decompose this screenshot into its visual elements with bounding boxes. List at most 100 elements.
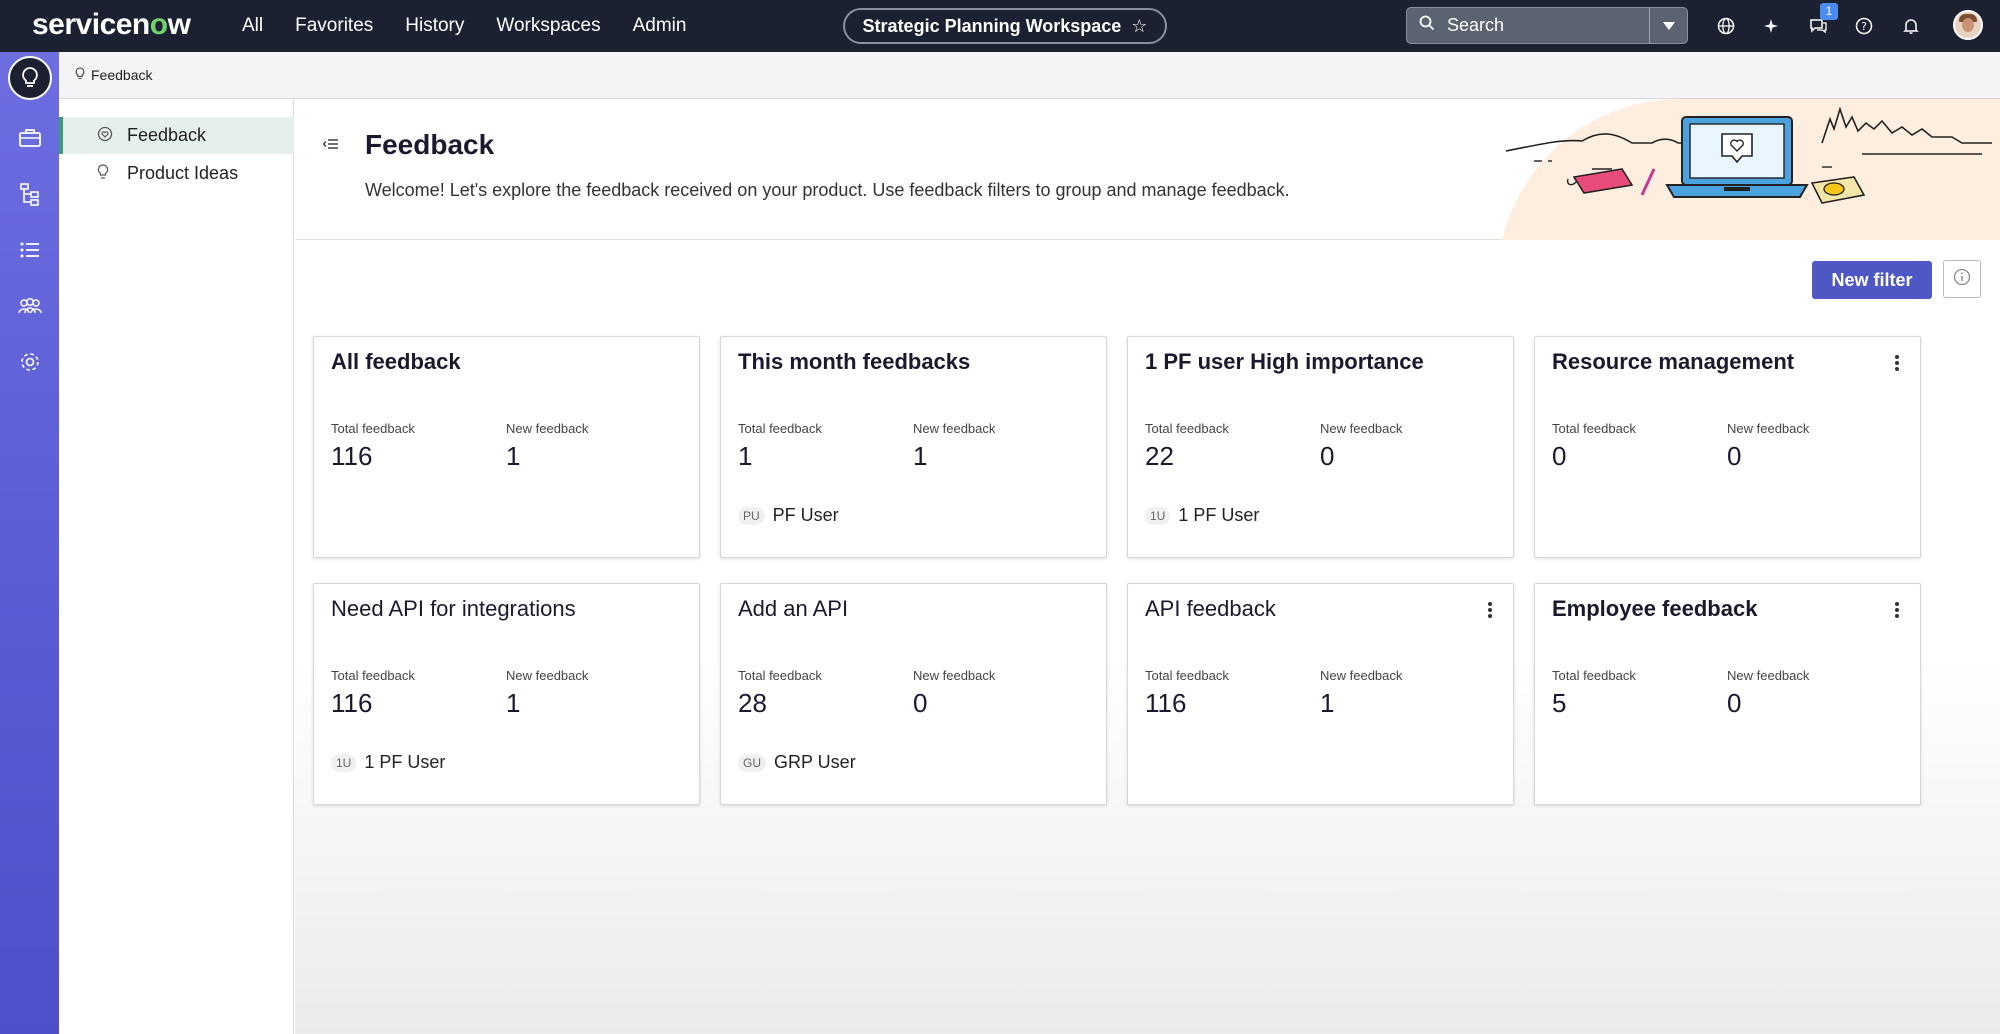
card-title: Employee feedback xyxy=(1552,596,1758,621)
sidebar-item-feedback[interactable]: Feedback xyxy=(59,117,294,154)
new-feedback-value: 0 xyxy=(1727,688,1742,718)
owner-initials: GU xyxy=(738,753,766,772)
card-title: This month feedbacks xyxy=(738,349,971,374)
chat-icon[interactable] xyxy=(1805,13,1831,39)
rail-briefcase-icon[interactable] xyxy=(10,118,50,158)
left-rail xyxy=(0,52,59,1034)
global-search xyxy=(1406,7,1688,44)
total-feedback-value: 5 xyxy=(1552,688,1567,718)
owner-name: 1 PF User xyxy=(364,752,446,772)
owner-initials: PU xyxy=(738,506,765,525)
filter-card[interactable]: Add an API Total feedback New feedback 2… xyxy=(720,583,1107,805)
search-scope-dropdown[interactable] xyxy=(1649,8,1687,43)
filter-card[interactable]: Resource management Total feedback New f… xyxy=(1534,336,1921,558)
header-illustration xyxy=(1502,99,2000,240)
owner-name: GRP User xyxy=(774,752,856,772)
info-icon xyxy=(1953,268,1971,291)
total-feedback-label: Total feedback xyxy=(738,668,822,683)
search-icon xyxy=(1419,15,1441,36)
card-title: Need API for integrations xyxy=(331,596,576,621)
feedback-sidebar: Feedback Product Ideas xyxy=(59,99,294,1034)
card-owner: 1U 1 PF User xyxy=(1145,505,1259,526)
filter-card[interactable]: Employee feedback Total feedback New fee… xyxy=(1534,583,1921,805)
new-feedback-value: 1 xyxy=(506,688,521,718)
main-content: Feedback Welcome! Let's explore the feed… xyxy=(295,99,2000,1034)
more-options-icon[interactable] xyxy=(1894,355,1900,373)
user-avatar[interactable] xyxy=(1953,10,1983,40)
top-navigation-bar: servicenow All Favorites History Workspa… xyxy=(0,0,2000,52)
sparkle-icon[interactable] xyxy=(1758,13,1784,39)
page-subtitle: Welcome! Let's explore the feedback rece… xyxy=(365,180,1290,200)
sidebar-item-label: Feedback xyxy=(127,125,207,145)
rail-settings-icon[interactable] xyxy=(10,342,50,382)
nav-favorites[interactable]: Favorites xyxy=(295,15,374,36)
card-title: All feedback xyxy=(331,349,461,374)
total-feedback-value: 28 xyxy=(738,688,767,718)
total-feedback-value: 116 xyxy=(331,688,373,718)
total-feedback-value: 22 xyxy=(1145,441,1174,471)
info-button[interactable] xyxy=(1943,260,1981,298)
chat-heart-icon xyxy=(97,126,117,146)
owner-initials: 1U xyxy=(331,753,357,772)
main-nav: All Favorites History Workspaces Admin xyxy=(242,0,718,52)
total-feedback-value: 116 xyxy=(331,441,373,471)
card-owner: 1U 1 PF User xyxy=(331,752,445,773)
owner-name: PF User xyxy=(772,505,839,525)
card-owner: PU PF User xyxy=(738,505,839,526)
total-feedback-value: 0 xyxy=(1552,441,1567,471)
workspace-name: Strategic Planning Workspace xyxy=(862,15,1122,36)
star-icon[interactable]: ☆ xyxy=(1131,15,1148,36)
collapse-sidebar-icon[interactable] xyxy=(322,137,339,155)
nav-admin[interactable]: Admin xyxy=(632,15,687,36)
total-feedback-value: 116 xyxy=(1145,688,1187,718)
new-feedback-value: 1 xyxy=(1320,688,1335,718)
filter-card[interactable]: 1 PF user High importance Total feedback… xyxy=(1127,336,1514,558)
card-title: Add an API xyxy=(738,596,849,621)
new-feedback-label: New feedback xyxy=(1320,668,1403,683)
card-owner: GU GRP User xyxy=(738,752,856,773)
new-filter-button[interactable]: New filter xyxy=(1812,261,1932,299)
lightbulb-icon xyxy=(75,67,85,83)
lightbulb-icon xyxy=(97,163,117,184)
rail-list-icon[interactable] xyxy=(10,230,50,270)
new-feedback-label: New feedback xyxy=(1727,668,1810,683)
svg-text:?: ? xyxy=(1861,20,1867,33)
search-input[interactable] xyxy=(1441,15,1641,36)
workspace-selector[interactable]: Strategic Planning Workspace ☆ xyxy=(843,8,1167,44)
new-feedback-value: 1 xyxy=(506,441,521,471)
total-feedback-value: 1 xyxy=(738,441,753,471)
nav-history[interactable]: History xyxy=(405,15,465,36)
total-feedback-label: Total feedback xyxy=(1145,668,1229,683)
owner-initials: 1U xyxy=(1145,506,1171,525)
servicenow-logo[interactable]: servicenow xyxy=(32,8,191,41)
new-feedback-label: New feedback xyxy=(506,421,589,436)
more-options-icon[interactable] xyxy=(1894,602,1900,620)
more-options-icon[interactable] xyxy=(1487,602,1493,620)
filter-card[interactable]: All feedback Total feedback New feedback… xyxy=(313,336,700,558)
filter-card[interactable]: API feedback Total feedback New feedback… xyxy=(1127,583,1514,805)
card-title: 1 PF user High importance xyxy=(1145,349,1424,374)
nav-all[interactable]: All xyxy=(242,15,264,36)
owner-name: 1 PF User xyxy=(1178,505,1260,525)
new-feedback-label: New feedback xyxy=(913,668,996,683)
sidebar-item-product-ideas[interactable]: Product Ideas xyxy=(59,155,294,192)
page-title: Feedback xyxy=(365,129,495,160)
breadcrumb: Feedback xyxy=(59,52,2000,99)
card-title: Resource management xyxy=(1552,349,1795,374)
total-feedback-label: Total feedback xyxy=(1145,421,1229,436)
page-header: Feedback Welcome! Let's explore the feed… xyxy=(295,99,2000,240)
bell-icon[interactable] xyxy=(1898,13,1924,39)
nav-workspaces[interactable]: Workspaces xyxy=(496,15,601,36)
total-feedback-label: Total feedback xyxy=(331,668,415,683)
filter-card[interactable]: This month feedbacks Total feedback New … xyxy=(720,336,1107,558)
rail-users-icon[interactable] xyxy=(10,286,50,326)
rail-lightbulb-icon[interactable] xyxy=(8,56,52,100)
new-feedback-label: New feedback xyxy=(506,668,589,683)
help-icon[interactable]: ? xyxy=(1851,13,1877,39)
total-feedback-label: Total feedback xyxy=(1552,668,1636,683)
new-feedback-value: 0 xyxy=(913,688,928,718)
globe-icon[interactable] xyxy=(1713,13,1739,39)
filter-card[interactable]: Need API for integrations Total feedback… xyxy=(313,583,700,805)
rail-hierarchy-icon[interactable] xyxy=(10,174,50,214)
breadcrumb-item-feedback[interactable]: Feedback xyxy=(91,67,153,83)
